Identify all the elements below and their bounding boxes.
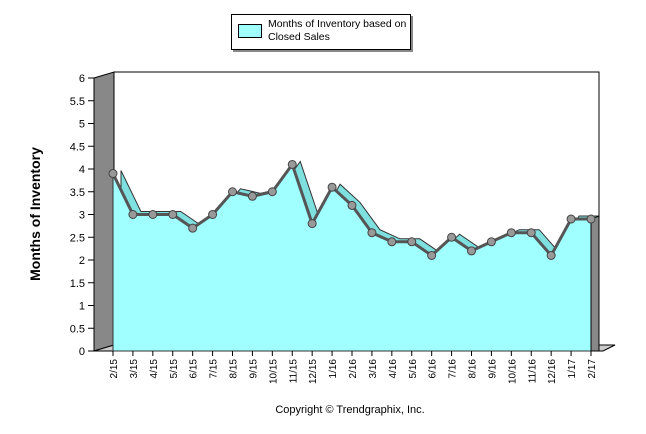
x-tick-label: 12/16	[547, 359, 558, 384]
legend-swatch	[238, 24, 262, 38]
y-tick-label: 5	[79, 119, 85, 131]
y-tick-label: 3	[79, 210, 85, 222]
y-tick-label: 3.5	[70, 187, 85, 199]
data-point	[168, 210, 178, 219]
x-tick-label: 9/15	[248, 359, 259, 379]
x-tick-label: 10/15	[268, 359, 279, 384]
left-wall	[93, 71, 115, 352]
x-tick-label: 1/16	[328, 359, 339, 379]
data-point	[327, 182, 337, 192]
y-tick-label: 6	[79, 73, 85, 85]
x-tick-label: 7/16	[448, 359, 459, 379]
y-tick-label: 1.5	[70, 278, 85, 290]
y-tick-label: 1	[79, 301, 85, 313]
x-tick-label: 2/15	[109, 359, 120, 379]
data-point	[526, 228, 536, 238]
x-tick-label: 11/16	[527, 359, 538, 384]
x-tick-label: 5/16	[408, 359, 419, 379]
y-tick-label: 2	[79, 255, 85, 267]
x-tick-label: 8/16	[468, 359, 479, 379]
y-tick-label: 0	[79, 346, 85, 358]
data-point	[208, 210, 218, 219]
data-point	[546, 250, 556, 260]
data-point	[427, 250, 437, 260]
legend-label: Months of Inventory based on Closed Sale…	[268, 18, 407, 43]
x-axis-ticks: 2/15 3/15 4/15 5/15 6/15 7/15 8/15 9/15 10/15 11/…	[109, 351, 598, 384]
y-tick-label: 5.5	[70, 96, 85, 108]
x-tick-label: 6/15	[189, 359, 200, 379]
area-end-cap	[590, 215, 600, 352]
copyright-text: Copyright © Trendgraphix, Inc.	[275, 404, 425, 416]
data-point	[566, 214, 576, 224]
data-point	[586, 214, 596, 224]
data-point	[387, 237, 397, 247]
x-tick-label: 3/16	[368, 359, 379, 379]
x-tick-label: 5/15	[169, 359, 180, 379]
data-point	[108, 169, 118, 179]
data-point	[228, 187, 237, 197]
data-point	[486, 237, 496, 247]
legend: Months of Inventory based on Closed Sale…	[231, 14, 411, 50]
data-point	[447, 232, 457, 242]
data-point	[467, 246, 476, 256]
y-axis-label: Months of Inventory	[27, 147, 43, 281]
y-tick-label: 4.5	[70, 141, 85, 153]
data-point	[287, 159, 297, 169]
x-tick-label: 2/17	[587, 359, 598, 379]
y-tick-label: 4	[79, 164, 85, 176]
data-point	[407, 237, 417, 247]
x-tick-label: 4/16	[388, 359, 399, 379]
y-tick-label: 0.5	[70, 323, 85, 335]
x-tick-label: 11/15	[288, 359, 299, 384]
data-point	[267, 187, 277, 197]
x-tick-label: 6/16	[428, 359, 439, 379]
data-markers	[108, 159, 596, 260]
data-point	[506, 228, 516, 238]
data-point	[247, 191, 257, 201]
x-tick-label: 3/15	[129, 359, 140, 379]
x-tick-label: 4/15	[149, 359, 160, 379]
data-point	[128, 210, 138, 219]
x-tick-label: 9/16	[487, 359, 498, 379]
x-tick-label: 1/17	[567, 359, 578, 379]
x-tick-label: 12/15	[308, 359, 319, 384]
x-tick-label: 2/16	[348, 359, 359, 379]
data-point	[347, 200, 357, 210]
data-point	[188, 223, 198, 233]
data-point	[367, 228, 377, 238]
y-axis-ticks: 0 0.5 1 1.5 2 2.5 3 3.5 4 4.5 5 5.5 6	[70, 73, 94, 358]
x-tick-label: 8/15	[229, 359, 240, 379]
y-tick-label: 2.5	[70, 232, 85, 244]
x-tick-label: 7/15	[209, 359, 220, 379]
data-point	[307, 219, 317, 229]
x-tick-label: 10/16	[507, 359, 518, 384]
data-point	[148, 210, 158, 219]
